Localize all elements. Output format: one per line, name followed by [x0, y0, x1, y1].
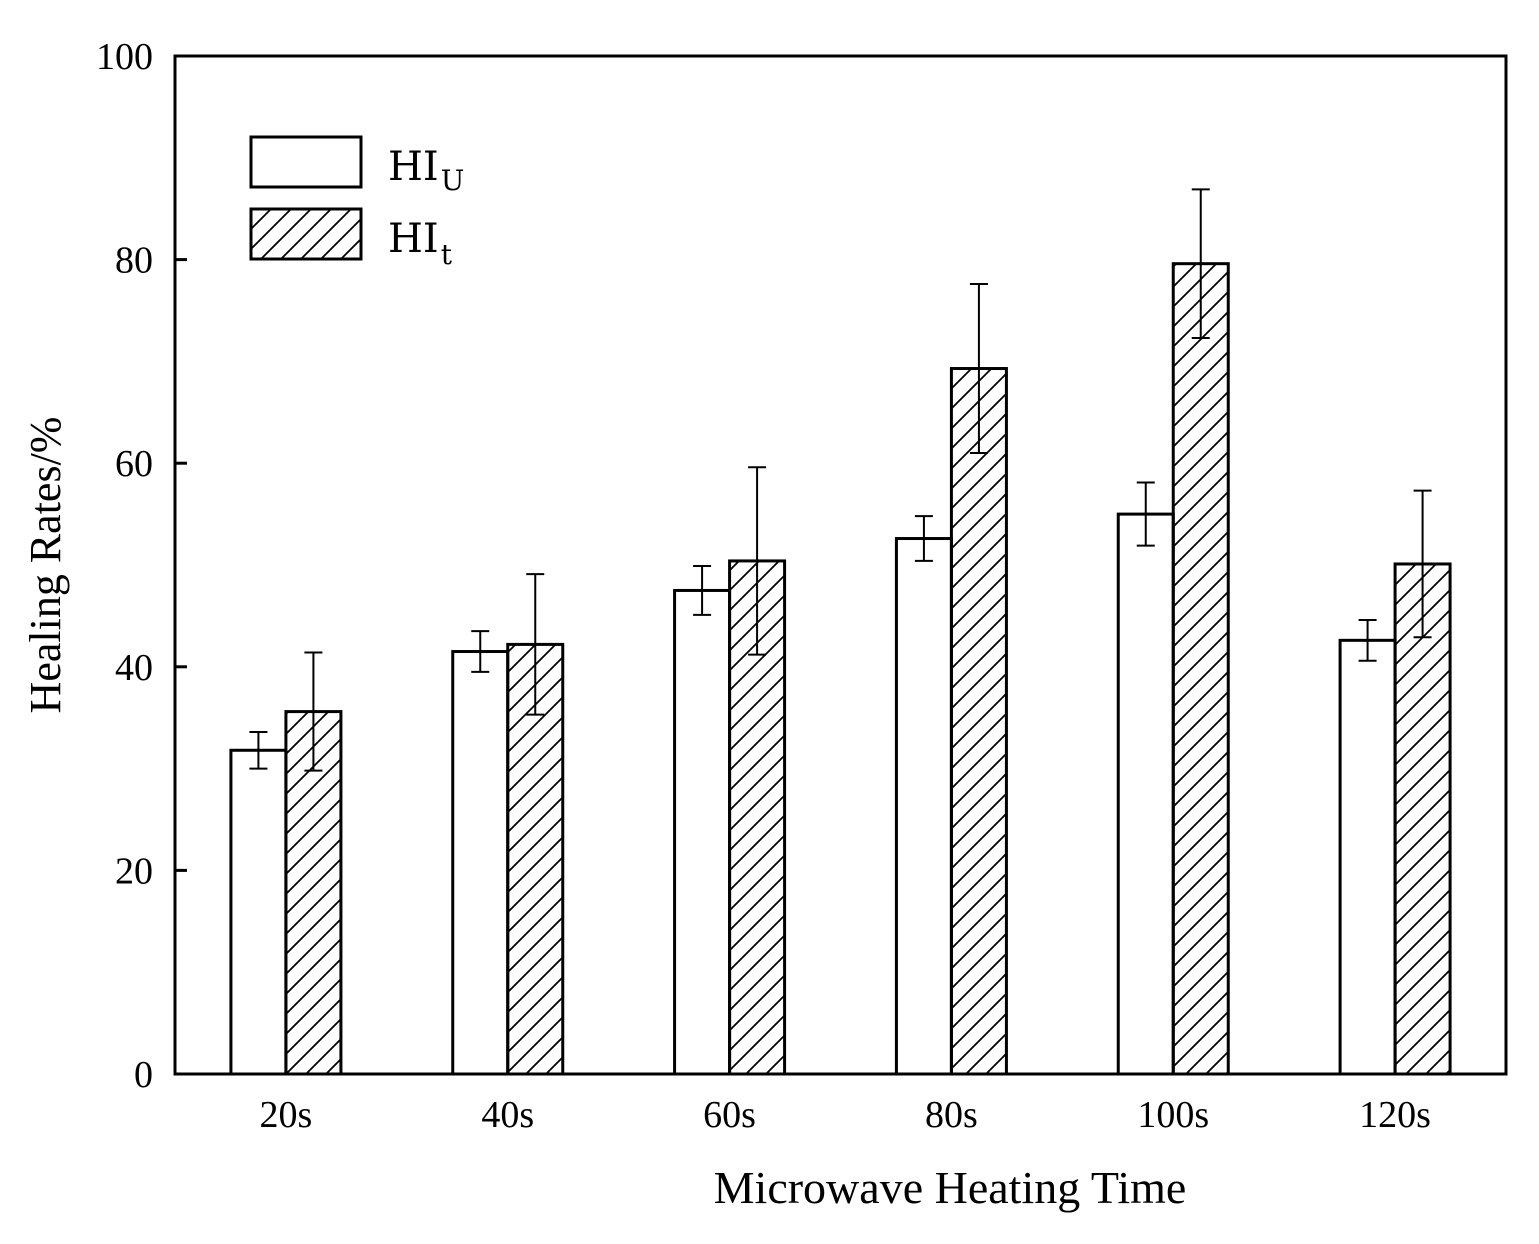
legend-swatch-hi-t	[249, 207, 363, 261]
x-axis-title: Microwave Heating Time	[714, 1162, 1187, 1213]
error-bar-hi-t-20s	[304, 651, 323, 772]
x-axis: 20s 40s 60s 80s 100s 120s	[260, 1094, 1431, 1136]
error-bar-hi-u-120s	[1358, 618, 1377, 662]
error-bar-hi-u-20s	[249, 730, 268, 770]
x-tick-label: 60s	[703, 1094, 756, 1136]
x-tick-label: 120s	[1359, 1094, 1431, 1136]
bar-hi-u-60s	[673, 588, 732, 1076]
x-tick-label: 80s	[925, 1094, 978, 1136]
legend-label-hi-t: HIt	[388, 216, 453, 271]
legend-swatch-hi-u	[249, 135, 363, 189]
bar-hi-t-80s	[949, 367, 1008, 1076]
bar-hi-u-100s	[1116, 512, 1175, 1076]
y-tick-label: 60	[115, 443, 153, 485]
y-tick-label: 40	[115, 647, 153, 689]
legend-label-hi-u: HIU	[388, 144, 464, 197]
bar-hi-t-100s	[1171, 262, 1230, 1076]
bar-hi-t-40s	[506, 642, 565, 1076]
x-tick-label: 100s	[1137, 1094, 1209, 1136]
error-bar-hi-t-80s	[969, 283, 988, 455]
x-tick-label: 20s	[260, 1094, 313, 1136]
error-bar-hi-u-100s	[1136, 481, 1155, 547]
y-tick-label: 80	[115, 240, 153, 282]
bar-hi-t-20s	[284, 710, 343, 1076]
error-bar-hi-u-60s	[693, 565, 712, 616]
bar-hi-u-80s	[894, 537, 953, 1076]
error-bar-hi-t-40s	[526, 573, 545, 716]
bar-hi-u-20s	[229, 748, 288, 1076]
plot-frame	[173, 54, 1508, 1076]
x-tick-label: 40s	[481, 1094, 534, 1136]
y-axis: 0 20 40 60 80 100	[96, 36, 187, 1096]
error-bar-hi-t-60s	[748, 466, 767, 656]
y-tick-label: 20	[115, 850, 153, 892]
error-bar-hi-u-40s	[471, 630, 490, 673]
y-tick-label: 0	[134, 1054, 153, 1096]
legend: HIU HIt	[249, 135, 464, 271]
y-axis-title: Healing Rates/%	[21, 417, 70, 714]
bars-layer	[229, 262, 1452, 1076]
error-bar-hi-u-80s	[914, 515, 933, 562]
error-bars-layer	[249, 188, 1432, 772]
bar-hi-u-40s	[451, 650, 510, 1076]
bar-hi-u-120s	[1338, 638, 1397, 1076]
bar-hi-t-120s	[1393, 562, 1452, 1076]
y-tick-label: 100	[96, 36, 153, 78]
error-bar-hi-t-120s	[1413, 489, 1432, 639]
error-bar-hi-t-100s	[1191, 188, 1210, 339]
